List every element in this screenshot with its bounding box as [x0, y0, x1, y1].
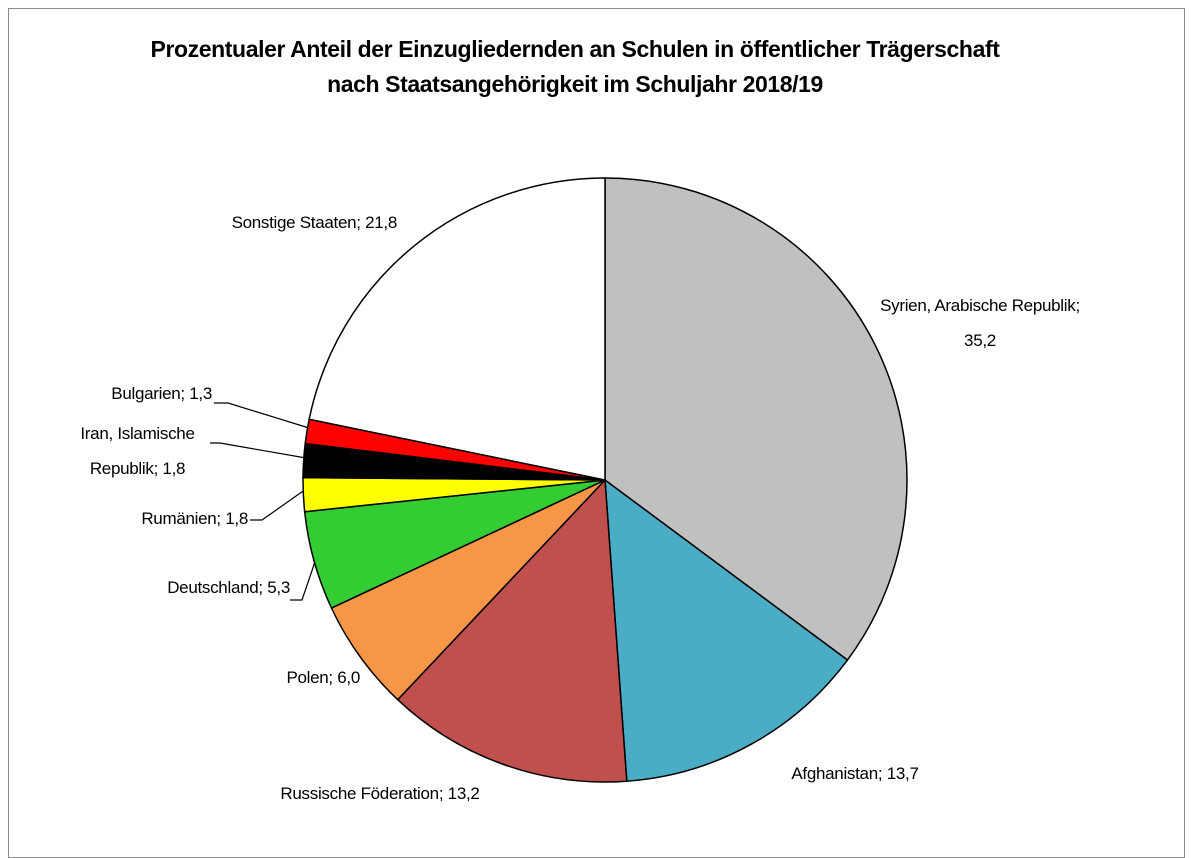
slice-label: Deutschland; 5,3 [167, 578, 290, 597]
chart-title: Prozentualer Anteil der Einzugliedernden… [150, 36, 1000, 97]
slice-label: Syrien, Arabische Republik; 35,2 [880, 296, 1080, 350]
slice-label: Bulgarien; 1,3 [111, 384, 212, 403]
slice-label: Russische Föderation; 13,2 [280, 784, 480, 803]
leader-line [290, 549, 320, 601]
slice-label: Rumänien; 1,8 [141, 509, 248, 528]
slice-label: Iran, Islamische Republik; 1,8 [80, 424, 195, 478]
slice-label: Afghanistan; 13,7 [791, 764, 919, 783]
pie-slice [308, 177, 606, 481]
slice-label: Sonstige Staaten; 21,8 [231, 213, 398, 232]
leader-line [214, 402, 310, 429]
pie-slice [396, 478, 628, 783]
leader-line [210, 442, 307, 459]
leader-lines [210, 402, 320, 601]
leader-line [250, 488, 307, 521]
slice-label: Polen; 6,0 [286, 668, 360, 687]
pie-slice [604, 478, 849, 783]
pie-slice [604, 177, 908, 662]
